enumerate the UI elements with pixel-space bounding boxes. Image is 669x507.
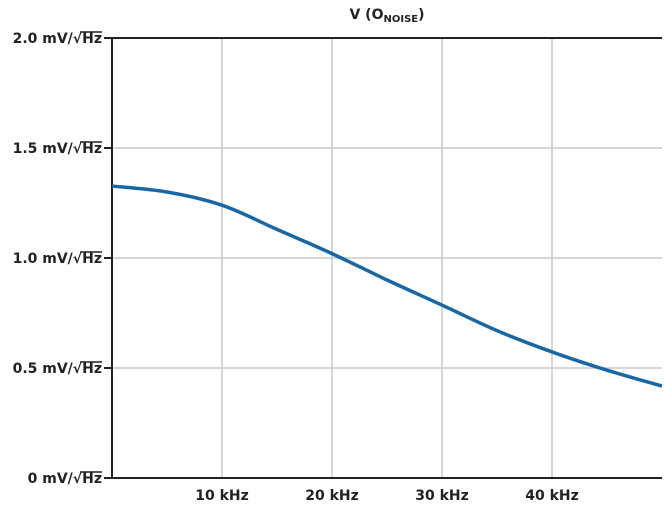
y-tick-label: 1.0 mV/√Hz — [13, 251, 102, 267]
title-sub: NOISE — [383, 14, 418, 25]
line-series — [111, 184, 663, 388]
x-tick-label: 10 kHz — [195, 488, 249, 504]
chart-title: V (ONOISE) — [349, 7, 424, 25]
y-tick-label: 0.5 mV/√Hz — [13, 361, 102, 377]
title-end: ) — [418, 7, 424, 23]
y-tick-label: 2.0 mV/√Hz — [13, 31, 102, 47]
x-tick-label: 20 kHz — [305, 488, 359, 504]
x-tick-label: 30 kHz — [415, 488, 469, 504]
y-tick-label: 0 mV/√Hz — [28, 471, 102, 487]
title-main: V (O — [349, 7, 383, 23]
x-tick-label: 40 kHz — [525, 488, 579, 504]
y-tick-label: 1.5 mV/√Hz — [13, 141, 102, 157]
